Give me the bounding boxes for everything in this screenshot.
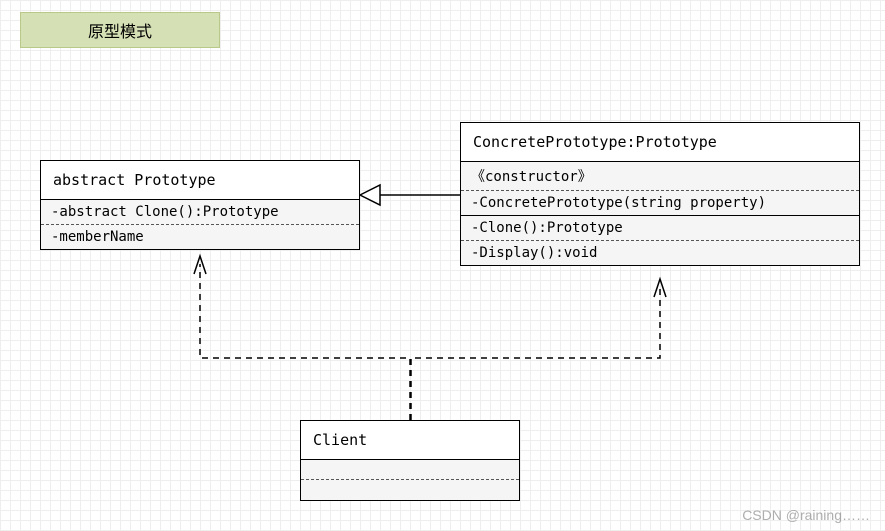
member-text: -abstract Clone():Prototype [51, 204, 279, 220]
class-members: -abstract Clone():Prototype -memberName [41, 200, 359, 249]
member-text: -memberName [51, 229, 144, 245]
class-name: ConcretePrototype:Prototype [461, 123, 859, 162]
class-members: 《constructor》 -ConcretePrototype(string … [461, 162, 859, 216]
diagram-title: 原型模式 [20, 12, 220, 48]
class-name-text: abstract Prototype [53, 171, 216, 189]
member-row: -memberName [41, 225, 359, 249]
member-row: 《constructor》 [461, 162, 859, 191]
method-text: -Clone():Prototype [471, 220, 623, 236]
class-name: Client [301, 421, 519, 460]
watermark: CSDN @raining…… [742, 507, 870, 523]
class-blank-section [301, 460, 519, 480]
method-row: -Display():void [461, 241, 859, 265]
method-row: -Clone():Prototype [461, 216, 859, 241]
member-row: -abstract Clone():Prototype [41, 200, 359, 225]
member-row: -ConcretePrototype(string property) [461, 191, 859, 215]
class-abstract-prototype: abstract Prototype -abstract Clone():Pro… [40, 160, 360, 250]
watermark-text: CSDN @raining…… [742, 507, 870, 523]
member-text: 《constructor》 [471, 169, 592, 185]
title-text: 原型模式 [88, 22, 152, 41]
class-name: abstract Prototype [41, 161, 359, 200]
class-methods: -Clone():Prototype -Display():void [461, 216, 859, 265]
member-text: -ConcretePrototype(string property) [471, 195, 766, 211]
class-name-text: ConcretePrototype:Prototype [473, 133, 717, 151]
class-name-text: Client [313, 431, 367, 449]
class-concrete-prototype: ConcretePrototype:Prototype 《constructor… [460, 122, 860, 266]
class-blank-section [301, 480, 519, 500]
method-text: -Display():void [471, 245, 597, 261]
class-client: Client [300, 420, 520, 501]
